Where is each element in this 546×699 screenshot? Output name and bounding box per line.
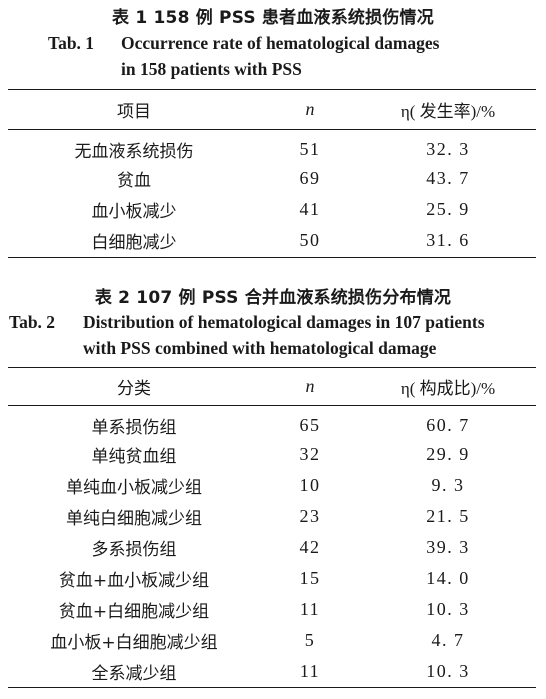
table2-cell-item: 单纯贫血组 [91,446,177,467]
table2-header-item: 分类 [117,379,151,399]
table1-cell-rate: 43. 7 [426,167,470,188]
table2-cell-item: 贫血+白细胞减少组 [58,601,210,622]
table-row: 单系损伤组 65 60. 7 [8,406,536,439]
table2-cell-item: 单纯白细胞减少组 [66,508,202,529]
table2-cell-rate: 29. 9 [426,443,470,464]
table2-cell-rate: 9. 3 [431,474,465,495]
table2-cell-item: 多系损伤组 [91,539,177,560]
table2-header-row: 分类 n η( 构成比)/% [8,367,536,406]
table2: 分类 n η( 构成比)/% 单系损伤组 65 60. 7 单纯贫血组 32 2… [8,367,536,688]
table2-caption-en-label: Tab. 2 [9,312,56,332]
table2-cell-n: 42 [299,536,321,557]
table1-header-rate: η( 发生率)/% [400,102,496,121]
table2-cell-n: 11 [299,660,321,681]
table1-cell-rate: 25. 9 [426,198,470,219]
table1-cell-n: 69 [299,167,321,188]
table-row: 白细胞减少 50 31. 6 [8,225,536,258]
table-row: 单纯贫血组 32 29. 9 [8,439,536,470]
table2-caption-en-title: Distribution of hematological damages in… [83,312,485,332]
table-row: 贫血+血小板减少组 15 14. 0 [8,563,536,594]
table-row: 无血液系统损伤 51 32. 3 [8,130,536,163]
table2-cell-item: 血小板+白细胞减少组 [50,632,218,653]
table2-cell-n: 65 [299,414,321,435]
table1-header-row: 项目 n η( 发生率)/% [8,89,536,130]
table1-cell-n: 51 [299,139,321,160]
table2-cell-rate: 14. 0 [426,567,470,588]
table1-header-n: n [305,99,315,119]
table2-cell-n: 11 [299,598,321,619]
table1-cell-item: 血小板减少 [91,201,177,222]
table1-caption-en-title: Occurrence rate of hematological damages [121,33,440,53]
table1: 项目 n η( 发生率)/% 无血液系统损伤 51 32. 3 贫血 69 43… [8,89,536,258]
table1-cell-item: 贫血 [117,170,151,191]
table-row: 血小板减少 41 25. 9 [8,194,536,225]
table1-cell-rate: 31. 6 [426,230,470,251]
table2-cell-rate: 21. 5 [426,505,470,526]
table2-cell-rate: 4. 7 [431,629,465,650]
table2-caption-en-line2: with PSS combined with hematological dam… [83,338,437,358]
table-row: 多系损伤组 42 39. 3 [8,532,536,563]
table1-caption-cn: 表 1 158 例 PSS 患者血液系统损伤情况 [112,8,434,28]
table2-cell-n: 15 [299,567,321,588]
table1-caption: 表 1 158 例 PSS 患者血液系统损伤情况 Tab. 1 Occurrenc… [0,3,546,83]
table-row: 贫血+白细胞减少组 11 10. 3 [8,594,536,625]
table2-cell-n: 5 [304,629,316,650]
table1-cell-n: 50 [299,230,321,251]
table1-cell-n: 41 [299,198,321,219]
table1-caption-en-line1: Tab. 1 Occurrence rate of hematological d… [48,33,439,54]
table2-cell-n: 23 [299,505,321,526]
table2-cell-item: 贫血+血小板减少组 [58,570,210,591]
table1-caption-en-label: Tab. 1 [48,33,95,53]
table2-caption: 表 2 107 例 PSS 合并血液系统损伤分布情况 Tab. 2 Distrib… [0,283,546,363]
table1-cell-item: 无血液系统损伤 [74,142,194,163]
table1-caption-en-line2: in 158 patients with PSS [121,59,302,79]
table2-caption-en-line1: Tab. 2 Distribution of hematological dama… [9,312,485,333]
table2-cell-item: 单系损伤组 [91,417,177,438]
table-row: 贫血 69 43. 7 [8,163,536,194]
table2-cell-n: 32 [299,443,321,464]
table1-cell-item: 白细胞减少 [91,233,177,254]
table2-cell-rate: 60. 7 [426,414,470,435]
table2-cell-item: 全系减少组 [91,663,177,684]
table1-header-item: 项目 [117,102,151,122]
table2-cell-rate: 39. 3 [426,536,470,557]
table2-caption-cn: 表 2 107 例 PSS 合并血液系统损伤分布情况 [94,288,452,308]
table2-header-rate: η( 构成比)/% [400,379,496,398]
table1-cell-rate: 32. 3 [426,139,470,160]
table-row: 单纯白细胞减少组 23 21. 5 [8,501,536,532]
table-row: 全系减少组 11 10. 3 [8,656,536,688]
table2-header-n: n [305,376,315,396]
table-row: 单纯血小板减少组 10 9. 3 [8,470,536,501]
table2-cell-item: 单纯血小板减少组 [66,477,202,498]
table2-cell-rate: 10. 3 [426,598,470,619]
table2-cell-rate: 10. 3 [426,660,470,681]
table2-cell-n: 10 [299,474,321,495]
table-row: 血小板+白细胞减少组 5 4. 7 [8,625,536,656]
